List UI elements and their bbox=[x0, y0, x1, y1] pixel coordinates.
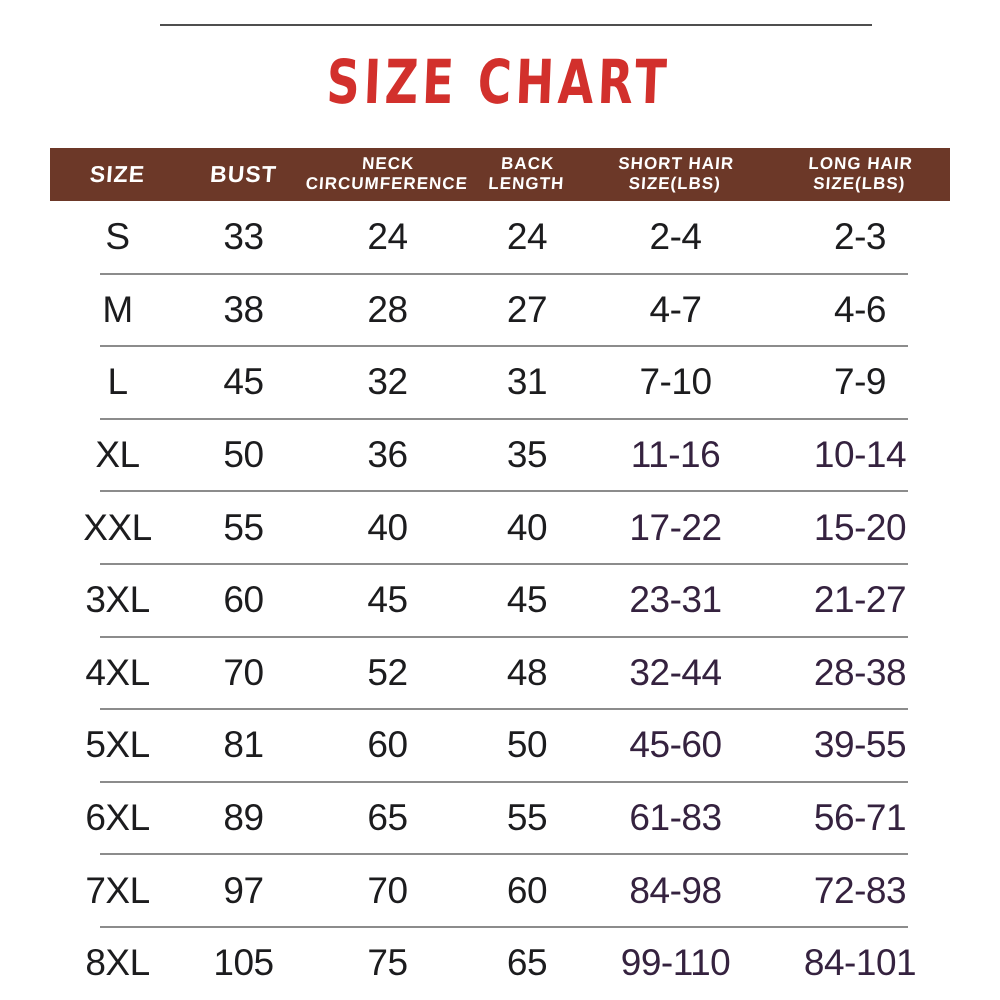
column-header-neck-circumference: NECK CIRCUMFERENCE bbox=[301, 154, 475, 194]
size-chart-table: SIZE BUST NECK CIRCUMFERENCE BACK LENGTH… bbox=[50, 148, 950, 1000]
long-hair-size-cell: 15-20 bbox=[813, 506, 907, 548]
back-length-cell: 24 bbox=[506, 216, 548, 258]
table-header-row: SIZE BUST NECK CIRCUMFERENCE BACK LENGTH… bbox=[50, 148, 950, 201]
header-line: BUST bbox=[209, 160, 278, 187]
size-cell: M bbox=[102, 288, 133, 330]
back-length-cell: 50 bbox=[506, 724, 548, 766]
back-length-cell: 55 bbox=[506, 797, 548, 839]
back-length-cell: 60 bbox=[506, 869, 548, 911]
bust-cell: 97 bbox=[223, 869, 264, 911]
neck-cell: 36 bbox=[367, 434, 408, 476]
bust-cell: 50 bbox=[223, 434, 264, 476]
back-length-cell: 65 bbox=[506, 942, 548, 984]
neck-cell: 32 bbox=[367, 361, 408, 403]
header-line: BACK bbox=[500, 154, 555, 174]
header-line: SIZE(LBS) bbox=[628, 174, 722, 194]
back-length-cell: 45 bbox=[506, 579, 548, 621]
top-divider-rule bbox=[160, 24, 872, 26]
back-length-cell: 48 bbox=[506, 651, 548, 693]
size-cell: 4XL bbox=[85, 651, 150, 693]
column-header-back-length: BACK LENGTH bbox=[472, 154, 583, 194]
long-hair-size-cell: 28-38 bbox=[813, 651, 907, 693]
bust-cell: 38 bbox=[223, 288, 264, 330]
header-line: SHORT HAIR bbox=[617, 154, 735, 174]
size-cell: S bbox=[105, 216, 130, 258]
header-line: CIRCUMFERENCE bbox=[305, 174, 469, 194]
size-cell: 3XL bbox=[85, 579, 150, 621]
neck-cell: 28 bbox=[367, 288, 408, 330]
short-hair-size-cell: 84-98 bbox=[629, 869, 722, 911]
back-length-cell: 31 bbox=[506, 361, 548, 403]
size-cell: 7XL bbox=[85, 869, 150, 911]
long-hair-size-cell: 56-71 bbox=[813, 797, 907, 839]
bust-cell: 33 bbox=[223, 216, 264, 258]
size-cell: 5XL bbox=[85, 724, 150, 766]
header-line: NECK bbox=[361, 154, 415, 174]
header-line: LONG HAIR bbox=[807, 154, 914, 174]
long-hair-size-cell: 4-6 bbox=[834, 288, 886, 330]
size-cell: 6XL bbox=[85, 797, 150, 839]
long-hair-size-cell: 7-9 bbox=[834, 361, 886, 403]
size-cell: 8XL bbox=[85, 942, 150, 984]
short-hair-size-cell: 32-44 bbox=[629, 651, 722, 693]
table-row-6xl: 6XL 89 65 55 61-83 56-71 bbox=[50, 780, 950, 855]
short-hair-size-cell: 23-31 bbox=[629, 579, 722, 621]
bust-cell: 81 bbox=[223, 724, 264, 766]
long-hair-size-cell: 84-101 bbox=[803, 942, 917, 984]
table-row-s: S 33 24 24 2-4 2-3 bbox=[50, 201, 950, 274]
table-row-4xl: 4XL 70 52 48 32-44 28-38 bbox=[50, 635, 950, 710]
bust-cell: 70 bbox=[223, 651, 264, 693]
short-hair-size-cell: 7-10 bbox=[639, 361, 712, 403]
short-hair-size-cell: 17-22 bbox=[629, 506, 722, 548]
table-row-3xl: 3XL 60 45 45 23-31 21-27 bbox=[50, 562, 950, 637]
long-hair-size-cell: 21-27 bbox=[813, 579, 907, 621]
neck-cell: 75 bbox=[367, 942, 408, 984]
neck-cell: 45 bbox=[367, 579, 408, 621]
size-cell: XXL bbox=[83, 506, 152, 548]
header-line: SIZE(LBS) bbox=[812, 174, 907, 194]
neck-cell: 70 bbox=[367, 869, 408, 911]
header-line: SIZE bbox=[89, 160, 147, 187]
neck-cell: 60 bbox=[367, 724, 408, 766]
bust-cell: 105 bbox=[213, 942, 274, 984]
bust-cell: 60 bbox=[223, 579, 264, 621]
size-cell: XL bbox=[95, 434, 140, 476]
short-hair-size-cell: 61-83 bbox=[629, 797, 722, 839]
back-length-cell: 35 bbox=[506, 434, 548, 476]
column-header-size: SIZE bbox=[49, 161, 186, 188]
column-header-short-hair-size: SHORT HAIR SIZE(LBS) bbox=[580, 154, 772, 194]
neck-cell: 24 bbox=[367, 216, 408, 258]
table-row-xl: XL 50 36 35 11-16 10-14 bbox=[50, 417, 950, 492]
bust-cell: 89 bbox=[223, 797, 264, 839]
long-hair-size-cell: 39-55 bbox=[813, 724, 907, 766]
bust-cell: 45 bbox=[223, 361, 264, 403]
back-length-cell: 27 bbox=[506, 288, 548, 330]
long-hair-size-cell: 10-14 bbox=[813, 434, 907, 476]
table-row-5xl: 5XL 81 60 50 45-60 39-55 bbox=[50, 708, 950, 782]
page-title: SIZE CHART bbox=[325, 46, 672, 118]
long-hair-size-cell: 2-3 bbox=[834, 216, 886, 258]
table-row-xxl: XXL 55 40 40 17-22 15-20 bbox=[50, 490, 950, 564]
size-cell: L bbox=[107, 361, 128, 403]
long-hair-size-cell: 72-83 bbox=[813, 869, 907, 911]
neck-cell: 52 bbox=[367, 651, 408, 693]
header-line: LENGTH bbox=[487, 174, 565, 194]
short-hair-size-cell: 11-16 bbox=[630, 434, 721, 476]
short-hair-size-cell: 4-7 bbox=[649, 288, 702, 330]
neck-cell: 40 bbox=[367, 506, 408, 548]
short-hair-size-cell: 99-110 bbox=[620, 942, 731, 984]
column-header-bust: BUST bbox=[184, 161, 303, 188]
column-header-long-hair-size: LONG HAIR SIZE(LBS) bbox=[769, 154, 952, 194]
neck-cell: 65 bbox=[367, 797, 408, 839]
table-row-7xl: 7XL 97 70 60 84-98 72-83 bbox=[50, 853, 950, 927]
table-row-m: M 38 28 27 4-7 4-6 bbox=[50, 272, 950, 347]
short-hair-size-cell: 2-4 bbox=[649, 216, 702, 258]
back-length-cell: 40 bbox=[506, 506, 548, 548]
bust-cell: 55 bbox=[223, 506, 264, 548]
table-row-l: L 45 32 31 7-10 7-9 bbox=[50, 345, 950, 419]
table-row-8xl: 8XL 105 75 65 99-110 84-101 bbox=[50, 925, 950, 1000]
table-body: S 33 24 24 2-4 2-3 M 38 28 27 4-7 4-6 L … bbox=[50, 201, 950, 1000]
short-hair-size-cell: 45-60 bbox=[629, 724, 722, 766]
